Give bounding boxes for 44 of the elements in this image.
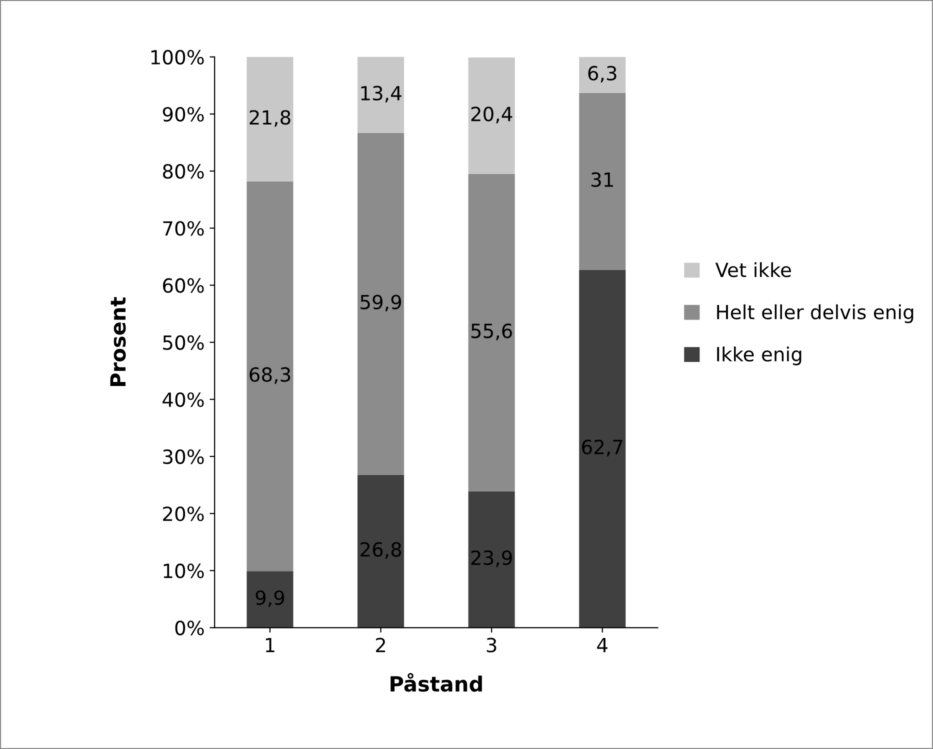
bar [579,92,626,270]
y-tick-label: 0% [175,620,204,636]
bar [358,474,404,628]
data-label: 62,7 [582,440,622,456]
data-label: 68,3 [250,367,290,384]
y-tick-label: 40% [162,392,204,408]
data-label: 21,8 [250,110,290,127]
y-tick-label: 30% [163,449,204,464]
y-tick-label: 80% [162,164,204,179]
y-tick-label: 70% [163,221,204,236]
data-label: 23,9 [471,550,512,568]
bar [246,181,294,572]
bar [468,491,515,628]
data-label: 31 [591,172,613,187]
data-label: 9,9 [256,590,284,608]
y-axis-title: Prosent [110,297,126,386]
legend-label: Helt eller delvis enig [717,304,914,324]
legend-label: Vet ikke [715,262,791,278]
bar [468,174,515,492]
x-tick-label: 1 [266,638,274,652]
y-tick-label: 10% [164,564,204,578]
bar [468,57,515,174]
y-tick-label: 100% [151,50,204,65]
bar [358,132,404,475]
y-tick-label: 90% [162,106,204,122]
y-tick-label: 50% [163,335,204,350]
bar [579,56,626,93]
y-tick-label: 20% [163,506,204,522]
data-label: 6,3 [588,66,616,83]
data-label: 26,8 [360,542,402,559]
bar [358,56,404,133]
data-label: 59,9 [360,294,402,312]
bar [579,270,626,628]
y-tick-label: 60% [163,278,204,293]
data-label: 13,4 [361,86,402,103]
x-tick-label: 3 [486,638,496,652]
x-tick-label: 4 [597,638,608,652]
x-tick-label: 2 [376,638,386,652]
x-axis-title: Påstand [390,672,482,692]
data-label: 20,4 [471,106,512,124]
bar [246,56,294,182]
legend-label: Ikke enig [717,346,802,366]
bar [246,571,294,628]
data-label: 55,6 [471,324,512,340]
